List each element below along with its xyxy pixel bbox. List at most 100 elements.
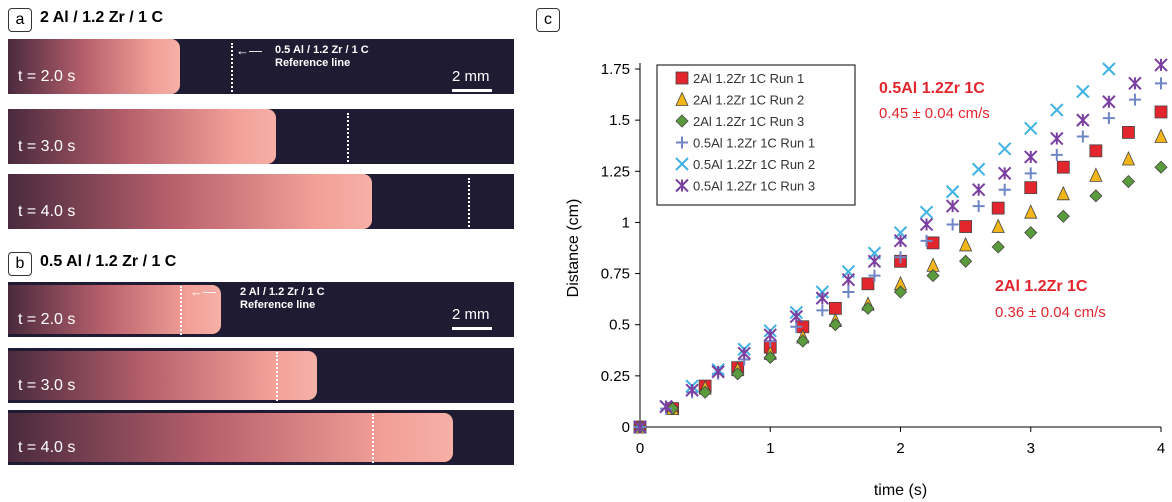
data-point [1024, 204, 1038, 219]
data-point [1089, 189, 1103, 203]
data-point [1024, 167, 1037, 180]
data-point [972, 200, 985, 213]
data-point [997, 166, 1012, 181]
data-point [1050, 148, 1063, 161]
panel-a-frame: t = 2.0 s [8, 39, 514, 94]
legend-label: 2Al 1.2Zr 1C Run 1 [693, 71, 804, 86]
reference-line [372, 414, 375, 463]
reference-line [276, 352, 279, 401]
panel-b-ref-text-line1: 2 Al / 1.2 Zr / 1 C [240, 286, 325, 298]
data-point [676, 136, 688, 149]
data-point [737, 346, 751, 361]
reference-line [468, 178, 471, 227]
series [633, 160, 1168, 434]
data-point [698, 385, 712, 399]
data-point [926, 236, 940, 250]
combustion-front [8, 285, 221, 334]
y-tick-label: 1.5 [609, 112, 630, 129]
panel-a-scale-label: 2 mm [452, 68, 490, 85]
combustion-front [8, 351, 317, 400]
data-point [919, 205, 934, 219]
data-point [675, 114, 689, 128]
x-tick-label: 4 [1157, 440, 1165, 457]
data-point [991, 218, 1005, 233]
data-point [1024, 226, 1038, 240]
data-point [659, 399, 673, 414]
legend-label: 2Al 1.2Zr 1C Run 2 [693, 93, 804, 108]
panel-a-badge: a [8, 8, 32, 32]
combustion-front [8, 39, 181, 94]
data-point [1050, 103, 1064, 117]
data-point [1102, 112, 1115, 125]
time-label: t = 2.0 s [18, 311, 76, 328]
legend-label: 0.5Al 1.2Zr 1C Run 2 [693, 157, 815, 172]
panel-a-frame: t = 4.0 s [8, 174, 514, 229]
data-point [861, 301, 875, 315]
data-point [675, 157, 689, 171]
data-point [790, 320, 803, 333]
data-point [816, 304, 829, 317]
data-point [1076, 113, 1090, 127]
data-point [1056, 185, 1070, 201]
combustion-front [8, 413, 454, 462]
data-point [919, 217, 934, 232]
time-label: t = 2.0 s [18, 68, 76, 85]
panel-b-ref-arrow: ←— [190, 284, 216, 299]
data-point [685, 383, 699, 397]
data-point [789, 309, 804, 324]
y-tick-label: 0.75 [601, 266, 630, 283]
data-point [828, 318, 842, 332]
data-point [842, 285, 855, 298]
reference-line [230, 43, 233, 92]
data-point [894, 251, 907, 264]
panel-a-ref-text: 0.5 Al / 1.2 Zr / 1 C Reference line [275, 44, 369, 70]
y-tick-label: 0 [622, 419, 630, 436]
y-tick-label: 0.25 [601, 368, 630, 385]
data-point [1128, 93, 1141, 106]
panel-c-badge: c [536, 8, 560, 32]
data-point [675, 91, 689, 106]
data-point [867, 254, 882, 269]
panel-a-ref-text-line1: 0.5 Al / 1.2 Zr / 1 C [275, 44, 369, 56]
data-point [991, 240, 1005, 254]
data-point [1102, 62, 1116, 76]
data-point [1024, 181, 1038, 195]
x-axis-label: time (s) [874, 482, 927, 499]
reference-line [347, 113, 350, 162]
annotation: 2Al 1.2Zr 1C [995, 278, 1088, 295]
time-label: t = 4.0 s [18, 439, 76, 456]
data-point [763, 350, 777, 365]
data-point [1076, 84, 1090, 99]
data-point [1056, 160, 1070, 174]
data-point [893, 234, 908, 248]
annotation: 0.45 ± 0.04 cm/s [879, 105, 990, 122]
data-point [815, 285, 830, 299]
data-point [1154, 160, 1168, 174]
data-point [1121, 151, 1136, 166]
panel-b-scale-bar [452, 327, 492, 330]
panel-b-frame: t = 4.0 s [8, 410, 514, 465]
x-tick-label: 3 [1027, 440, 1035, 457]
combustion-front [8, 109, 277, 164]
data-point [998, 183, 1011, 196]
data-point [1056, 209, 1070, 223]
y-tick-label: 1.75 [601, 61, 630, 78]
data-point [796, 334, 810, 348]
data-point [633, 420, 647, 434]
legend-label: 0.5Al 1.2Zr 1C Run 3 [693, 179, 815, 194]
time-label: t = 3.0 s [18, 377, 76, 394]
reference-line [180, 286, 183, 335]
data-point [945, 199, 960, 213]
y-tick-label: 1 [622, 214, 630, 231]
data-point [1122, 126, 1135, 139]
data-point [1024, 121, 1038, 136]
annotation: 0.36 ± 0.04 cm/s [995, 304, 1106, 321]
data-point [861, 277, 875, 291]
x-tick-label: 1 [766, 440, 774, 457]
panel-b-frame: t = 3.0 s [8, 348, 514, 403]
data-point [868, 269, 881, 282]
data-point [959, 254, 973, 268]
panel-b-ref-text-line2: Reference line [240, 299, 316, 311]
annotation: 0.5Al 1.2Zr 1C [879, 80, 985, 97]
data-point [763, 328, 777, 342]
